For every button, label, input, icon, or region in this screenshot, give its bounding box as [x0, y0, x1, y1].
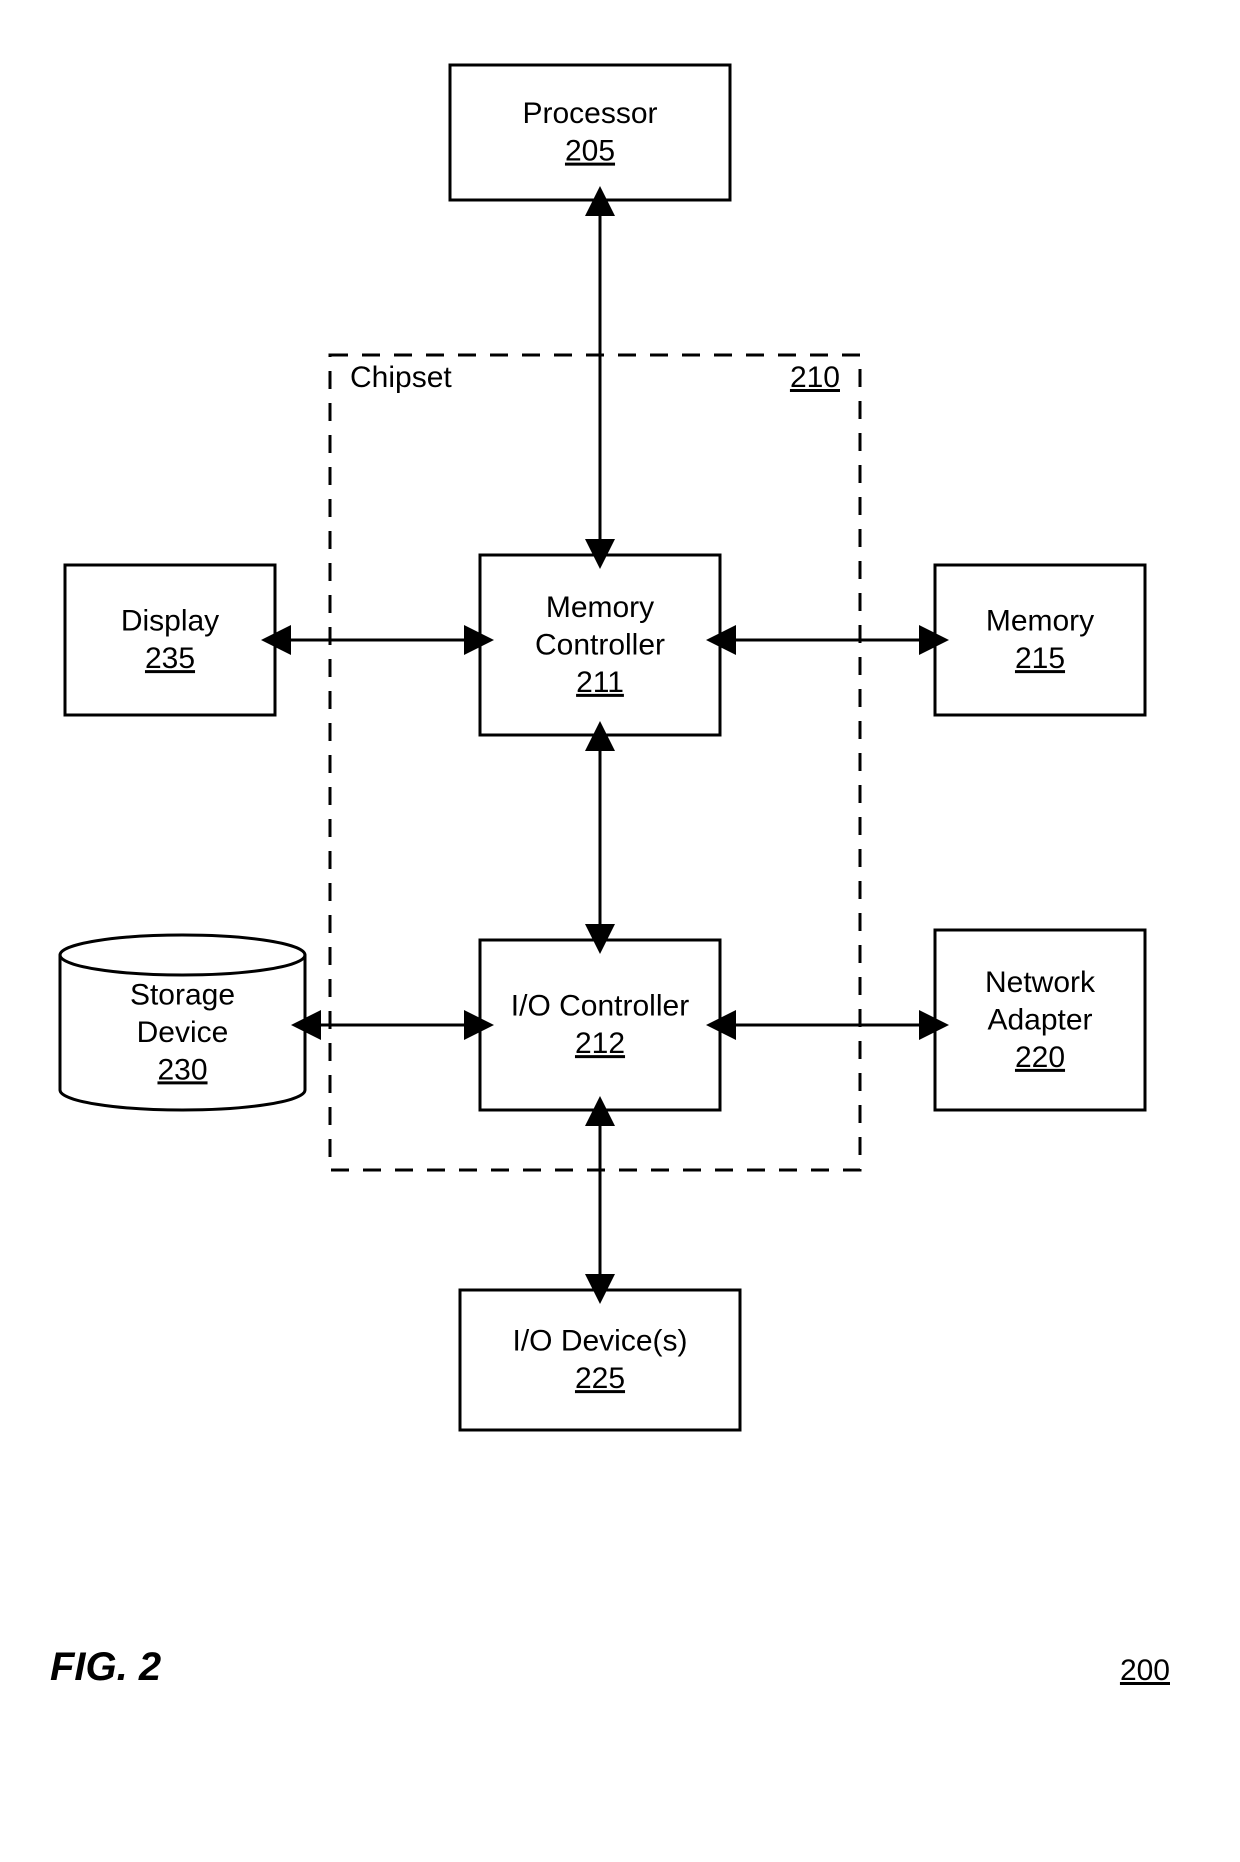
display-ref: 235	[145, 642, 195, 675]
processor-label: Processor	[522, 97, 657, 130]
network-label: Adapter	[987, 1003, 1092, 1036]
figure-label: FIG. 2	[50, 1645, 161, 1689]
mem_ctrl-label: Memory	[546, 591, 654, 624]
io_ctrl-ref: 212	[575, 1027, 625, 1060]
io_devices-label: I/O Device(s)	[512, 1325, 687, 1358]
node-display: Display 235	[65, 565, 275, 715]
figure-ref: 200	[1120, 1654, 1170, 1687]
mem_ctrl-ref: 211	[576, 666, 624, 699]
node-network: Network Adapter 220	[935, 930, 1145, 1110]
display-label: Display	[121, 605, 219, 638]
storage-label: Storage	[130, 978, 235, 1011]
node-mem_ctrl: Memory Controller 211	[480, 555, 720, 735]
storage-label: Device	[137, 1016, 229, 1049]
io_ctrl-label: I/O Controller	[511, 990, 689, 1023]
node-io_devices: I/O Device(s) 225	[460, 1290, 740, 1430]
mem_ctrl-label: Controller	[535, 628, 665, 661]
node-io_ctrl: I/O Controller 212	[480, 940, 720, 1110]
chipset-ref: 210	[790, 361, 840, 394]
io_devices-ref: 225	[575, 1362, 625, 1395]
node-memory: Memory 215	[935, 565, 1145, 715]
node-storage: Storage Device 230	[60, 935, 305, 1110]
memory-label: Memory	[986, 605, 1094, 638]
network-ref: 220	[1015, 1041, 1065, 1074]
network-label: Network	[985, 966, 1096, 999]
node-processor: Processor 205	[450, 65, 730, 200]
storage-ref: 230	[157, 1053, 207, 1086]
processor-ref: 205	[565, 135, 615, 168]
chipset-label: Chipset	[350, 361, 452, 394]
memory-ref: 215	[1015, 642, 1065, 675]
